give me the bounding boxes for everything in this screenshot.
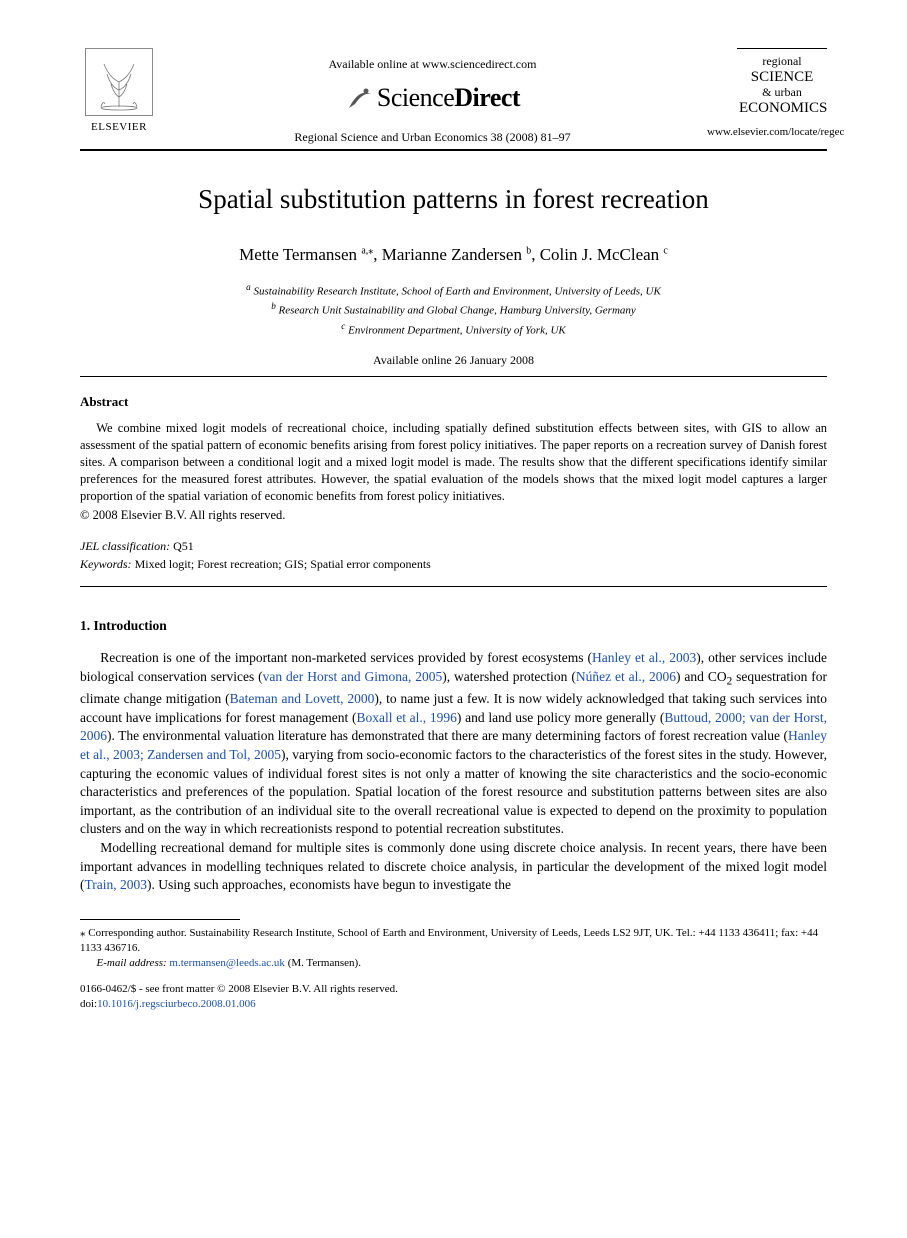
abstract-heading: Abstract (80, 393, 827, 411)
corr-text: ⁎ Corresponding author. Sustainability R… (80, 926, 827, 956)
keywords-value: Mixed logit; Forest recreation; GIS; Spa… (135, 557, 431, 571)
authors-line: Mette Termansen a,⁎, Marianne Zandersen … (80, 244, 827, 267)
jel-label: JEL classification: (80, 539, 170, 553)
jc-l4: ECONOMICS (739, 100, 825, 117)
page-header: ELSEVIER Available online at www.science… (80, 48, 827, 145)
author-name: Mette Termansen (239, 245, 357, 264)
abstract-text: We combine mixed logit models of recreat… (80, 420, 827, 504)
jel-value: Q51 (173, 539, 194, 553)
sd-name-light: Science (377, 83, 454, 112)
jel-line: JEL classification: Q51 (80, 538, 827, 554)
author-marks: a,⁎ (361, 245, 373, 256)
footnote-rule (80, 919, 240, 920)
journal-cover: regional SCIENCE & urban ECONOMICS (737, 48, 827, 119)
jc-l3: & urban (739, 86, 825, 100)
jc-l1: regional (739, 55, 825, 69)
email-link[interactable]: m.termansen@leeds.ac.uk (169, 957, 285, 969)
abstract-body: We combine mixed logit models of recreat… (80, 420, 827, 504)
affiliations: a Sustainability Research Institute, Sch… (80, 281, 827, 340)
sep: , (373, 245, 382, 264)
rule-mid (80, 150, 827, 151)
sciencedirect-logo: ScienceDirect (345, 80, 520, 115)
citation-line: Regional Science and Urban Economics 38 … (158, 129, 707, 145)
sciencedirect-swoosh-icon (345, 84, 373, 112)
author: Mette Termansen a,⁎ (239, 245, 373, 264)
footer-block: 0166-0462/$ - see front matter © 2008 El… (80, 982, 827, 1012)
email-label: E-mail address: (97, 957, 167, 969)
keywords-label: Keywords: (80, 557, 132, 571)
author-name: Marianne Zandersen (382, 245, 522, 264)
intro-para-2: Modelling recreational demand for multip… (80, 839, 827, 895)
corresponding-author-footnote: ⁎ Corresponding author. Sustainability R… (80, 926, 827, 971)
introduction-body: Recreation is one of the important non-m… (80, 649, 827, 895)
elsevier-tree-icon (85, 48, 153, 116)
author-marks: c (663, 245, 667, 256)
citation-link[interactable]: Train, 2003 (85, 877, 148, 892)
doi-label: doi: (80, 998, 97, 1010)
keywords-line: Keywords: Mixed logit; Forest recreation… (80, 556, 827, 572)
header-center: Available online at www.sciencedirect.co… (158, 48, 707, 145)
rule-section (80, 376, 827, 377)
citation-link[interactable]: van der Horst and Gimona, 2005 (263, 669, 443, 684)
citation-link[interactable]: Boxall et al., 1996 (356, 710, 456, 725)
email-suffix: (M. Termansen). (288, 957, 361, 969)
jc-l2: SCIENCE (739, 69, 825, 86)
citation-link[interactable]: Bateman and Lovett, 2000 (230, 691, 375, 706)
journal-block: regional SCIENCE & urban ECONOMICS www.e… (707, 48, 827, 140)
journal-url: www.elsevier.com/locate/regec (707, 125, 827, 140)
affiliation: c Environment Department, University of … (80, 320, 827, 340)
available-online-text: Available online at www.sciencedirect.co… (158, 56, 707, 72)
citation-link[interactable]: Núñez et al., 2006 (576, 669, 676, 684)
doi-link[interactable]: 10.1016/j.regsciurbeco.2008.01.006 (97, 998, 256, 1010)
available-online-date: Available online 26 January 2008 (80, 352, 827, 368)
author: Marianne Zandersen b (382, 245, 531, 264)
citation-link[interactable]: Hanley et al., 2003 (592, 650, 696, 665)
publisher-block: ELSEVIER (80, 48, 158, 135)
introduction-heading: 1. Introduction (80, 617, 827, 635)
abstract-copyright: © 2008 Elsevier B.V. All rights reserved… (80, 507, 827, 524)
author: Colin J. McClean c (540, 245, 668, 264)
article-title: Spatial substitution patterns in forest … (80, 181, 827, 217)
publisher-name: ELSEVIER (80, 120, 158, 135)
intro-para-1: Recreation is one of the important non-m… (80, 649, 827, 839)
sd-name-bold: Direct (454, 83, 520, 112)
author-name: Colin J. McClean (540, 245, 659, 264)
affiliation: a Sustainability Research Institute, Sch… (80, 281, 827, 301)
rule-section (80, 586, 827, 587)
sep: , (531, 245, 540, 264)
affiliation: b Research Unit Sustainability and Globa… (80, 300, 827, 320)
front-matter-line: 0166-0462/$ - see front matter © 2008 El… (80, 982, 827, 997)
